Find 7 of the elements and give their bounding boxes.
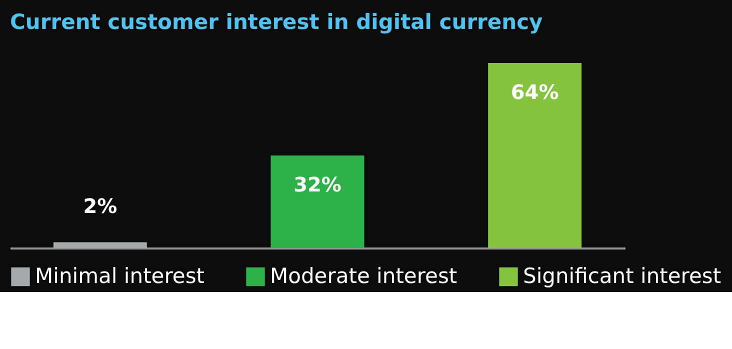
legend-label: Minimal interest [35, 264, 204, 288]
data-label: 32% [294, 172, 342, 196]
chart-title: Current customer interest in digital currency [10, 10, 544, 34]
legend-label: Significant interest [523, 264, 722, 288]
data-label: 2% [83, 194, 118, 218]
legend-label: Moderate interest [270, 264, 458, 288]
data-label: 64% [510, 80, 559, 104]
